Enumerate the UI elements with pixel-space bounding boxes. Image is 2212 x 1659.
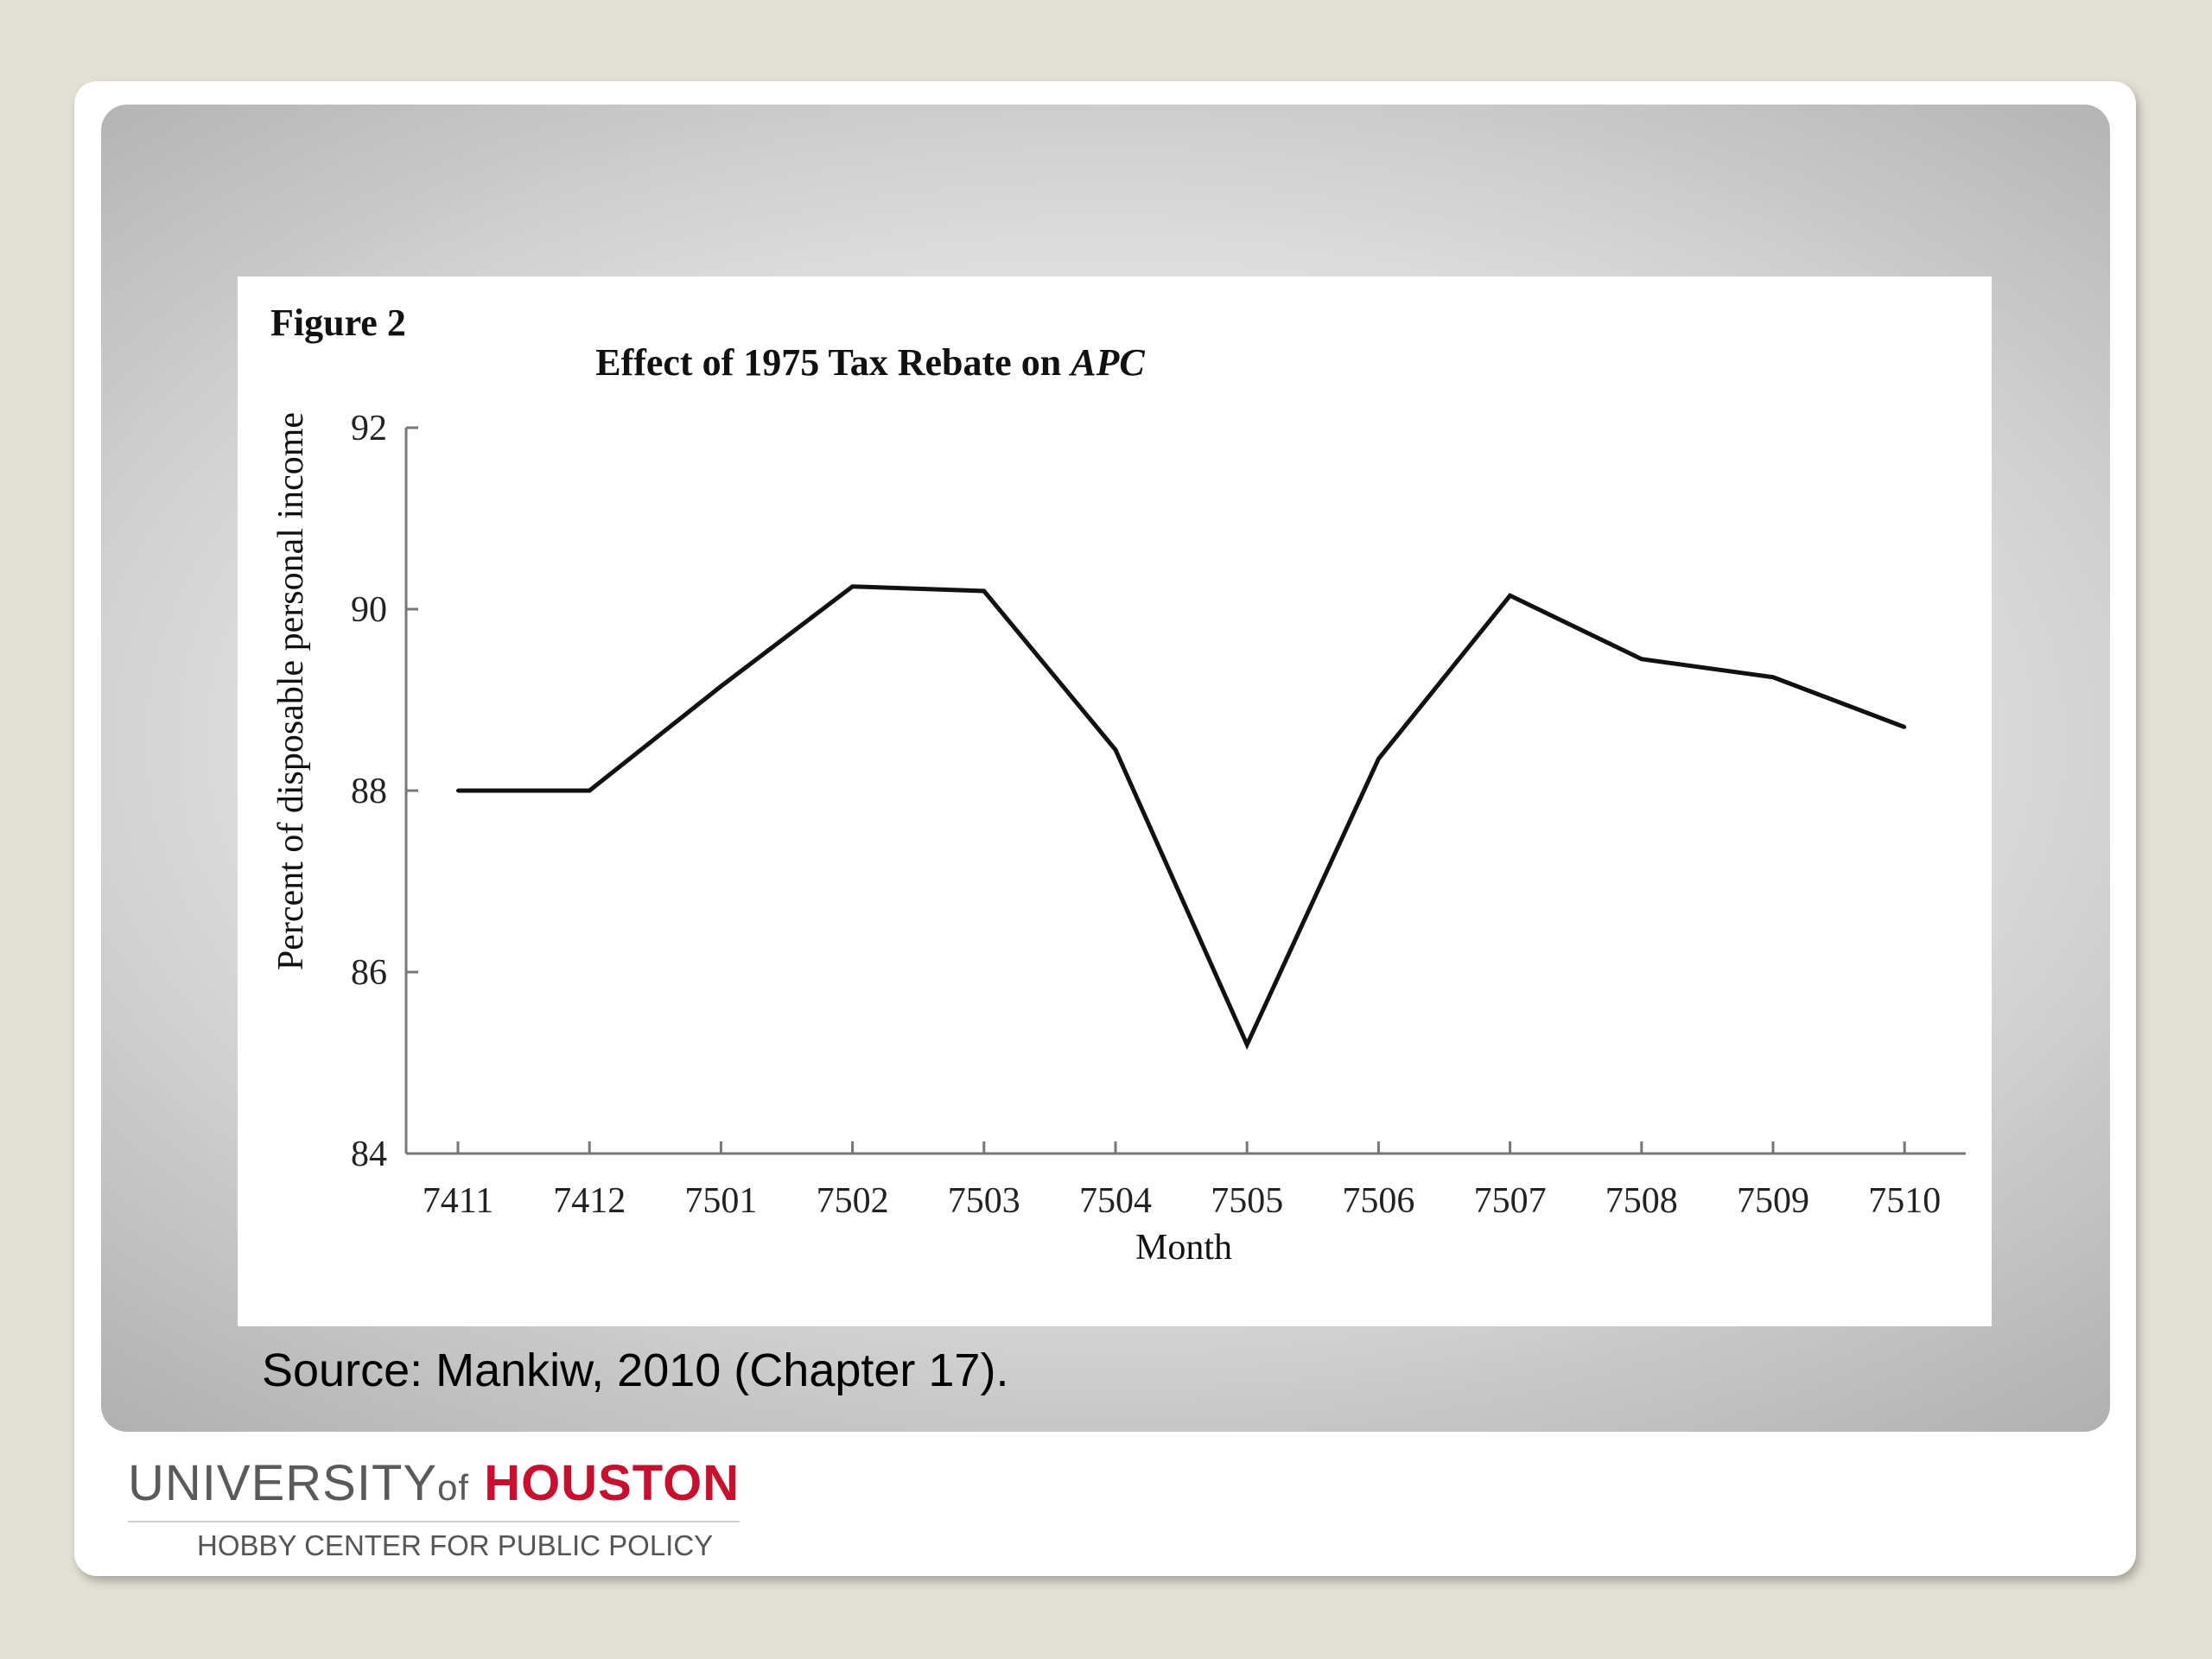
logo-university: UNIVERSITY [128, 1455, 438, 1511]
y-tick-label: 90 [351, 590, 387, 630]
x-tick-label: 7501 [684, 1181, 757, 1221]
source-citation: Source: Mankiw, 2010 (Chapter 17). [262, 1344, 1009, 1396]
x-tick-label: 7507 [1474, 1181, 1547, 1221]
x-tick-label: 7508 [1605, 1181, 1678, 1221]
chart-title-main: Effect of 1975 Tax Rebate on [595, 341, 1071, 384]
logo-wordmark: UNIVERSITYof HOUSTON [128, 1456, 741, 1516]
y-tick-label: 84 [351, 1135, 387, 1174]
data-point [456, 789, 460, 792]
x-tick-label: 7502 [817, 1181, 889, 1221]
x-tick-label: 7412 [553, 1181, 626, 1221]
x-tick-label: 7506 [1342, 1181, 1414, 1221]
x-axis-label: Month [1135, 1228, 1233, 1268]
apc-series-line [458, 584, 1906, 1051]
data-point [1903, 725, 1907, 729]
data-point [588, 789, 592, 792]
y-tick-label: 86 [351, 953, 387, 993]
x-tick-label: 7503 [948, 1181, 1020, 1221]
data-point [1245, 1043, 1249, 1046]
data-point [1771, 675, 1775, 679]
figure-label: Figure 2 [270, 302, 406, 344]
data-point [1114, 747, 1117, 752]
x-tick-label: 7509 [1737, 1181, 1809, 1221]
figure-panel: Figure 2 Effect of 1975 Tax Rebate on AP… [238, 276, 1992, 1326]
x-tick-label: 7510 [1868, 1181, 1941, 1221]
logo-subtitle: HOBBY CENTER FOR PUBLIC POLICY [197, 1529, 714, 1561]
line-chart: 84 86 88 90 92 7411 7412 7501 7502 7503 7504 7505 75… [351, 409, 1966, 1221]
data-point [1639, 657, 1643, 661]
data-point [719, 684, 723, 689]
x-tick-label: 7504 [1079, 1181, 1152, 1221]
data-point [1376, 757, 1381, 761]
logo-of: of [437, 1467, 470, 1508]
data-point [1508, 594, 1512, 598]
chart-title-italic: APC [1071, 341, 1145, 384]
data-point [982, 589, 986, 593]
x-tick-label: 7411 [423, 1181, 493, 1221]
x-tick-label: 7505 [1211, 1181, 1283, 1221]
chart-title: Effect of 1975 Tax Rebate on APC [238, 340, 1503, 385]
university-logo: UNIVERSITYof HOUSTON HOBBY CENTER FOR PU… [128, 1456, 741, 1562]
y-tick-label: 92 [351, 409, 387, 448]
logo-houston: HOUSTON [484, 1455, 741, 1511]
data-point [850, 584, 855, 588]
y-tick-label: 88 [351, 772, 387, 811]
logo-divider [128, 1521, 740, 1522]
